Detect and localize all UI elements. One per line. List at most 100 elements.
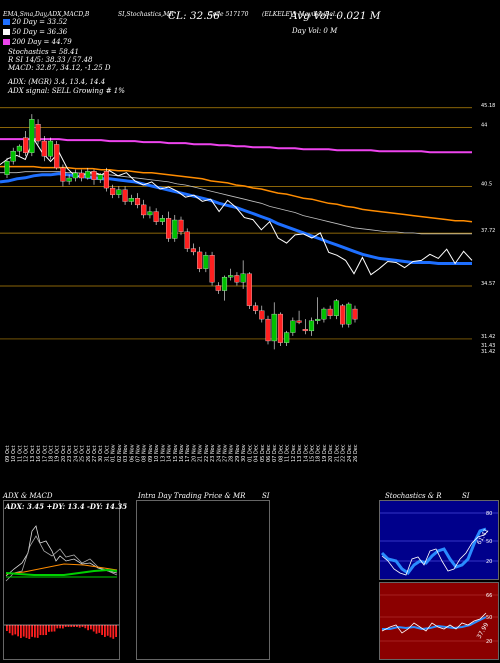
candle-body: [221, 276, 228, 291]
candle-body: [321, 308, 327, 320]
date-tick-label: 29 Nov: [235, 444, 241, 462]
stoch-d-line: [381, 530, 489, 576]
ema20-line: [0, 172, 472, 265]
ema200-line: [0, 138, 472, 154]
candle-body: [302, 329, 308, 332]
candle-body: [296, 320, 302, 323]
date-tick-label: 10 Nov: [154, 444, 160, 462]
date-tick-label: 06 Dec: [266, 444, 272, 462]
candle-body: [259, 310, 265, 320]
rsi-blue-line: [382, 616, 487, 631]
macd-bar: [59, 625, 61, 629]
date-tick-label: 13 Dec: [297, 444, 303, 462]
date-tick-label: 16 Oct: [36, 445, 42, 462]
legend-ema50: 50 Day = 36.36: [3, 28, 67, 36]
stoch-tick-20: 20: [486, 559, 492, 565]
macd-bar: [87, 625, 89, 631]
candle-body: [234, 275, 240, 283]
close-trace-line: [0, 138, 473, 276]
adx-values: ADX: 3.45 +DY: 13.4 -DY: 14.35: [5, 502, 128, 511]
date-tick-label: 17 Oct: [42, 445, 48, 462]
intraday-panel: [136, 500, 270, 660]
legend-ema200-label: 200 Day = 44.79: [12, 38, 72, 46]
stoch-tick-80: 80: [486, 511, 492, 517]
candle-body: [197, 251, 203, 269]
rsi-tick-50: 50: [486, 615, 492, 621]
candle-body: [315, 318, 321, 321]
date-tick-label: 15 Nov: [173, 444, 179, 462]
date-tick-label: 17 Nov: [185, 444, 191, 462]
date-tick-label: 22 Nov: [204, 444, 210, 462]
date-tick-label: 18 Dec: [316, 444, 322, 462]
rsi-panel: 66 50 20 37.99: [379, 582, 499, 660]
candle-body: [97, 174, 103, 180]
date-tick-label: 24 Oct: [73, 445, 79, 462]
candle-body: [29, 119, 35, 153]
candle-body: [110, 187, 116, 195]
adx-panel-title: ADX & MACD: [3, 492, 53, 500]
candle-body: [178, 219, 184, 232]
rsi-tick-66: 66: [486, 593, 492, 599]
macd-bar: [17, 625, 19, 637]
candlesticks: [4, 114, 358, 350]
macd-bar: [36, 625, 39, 638]
candle-body: [333, 300, 339, 316]
price-level-label: 37.72: [481, 228, 495, 234]
candle-body: [271, 313, 277, 342]
macd-bar: [95, 625, 98, 634]
code-label: Code 517170: [208, 11, 249, 18]
candle-body: [172, 219, 178, 239]
date-tick-label: 27 Nov: [223, 444, 229, 462]
adx-signal: ADX signal: SELL Growing # 1%: [8, 87, 125, 95]
price-level-label: 31.42: [481, 349, 495, 355]
candle-body: [85, 171, 91, 179]
candle-body: [91, 171, 97, 180]
date-tick-label: 09 Nov: [148, 444, 154, 462]
candle-body: [128, 198, 134, 202]
intraday-si-label: SI: [262, 492, 270, 500]
date-tick-label: 04 Dec: [254, 444, 260, 462]
stochastics-readout: Stochastics = 58.41: [8, 48, 79, 56]
macd-bar: [45, 625, 47, 636]
candle-body: [116, 189, 122, 195]
date-tick-label: 24 Dec: [347, 444, 353, 462]
date-tick-label: 02 Nov: [117, 444, 123, 462]
candle-body: [240, 273, 246, 283]
date-tick-label: 26 Oct: [86, 445, 92, 462]
macd-bar: [90, 625, 92, 630]
date-tick-label: 13 Nov: [160, 444, 166, 462]
date-tick-label: 01 Nov: [111, 444, 117, 462]
macd-bar: [67, 625, 70, 627]
ema50-line: [0, 171, 472, 235]
price-level-label: 45.18: [481, 103, 495, 109]
macd-bar: [106, 625, 109, 636]
signal-line: [5, 568, 118, 576]
date-tick-label: 18 Oct: [49, 445, 55, 462]
macd-bar: [22, 625, 25, 637]
date-tick-label: 07 Dec: [272, 444, 278, 462]
stoch-tick-50: 50: [486, 539, 492, 545]
macd-bar: [76, 625, 78, 627]
date-tick-label: 23 Oct: [67, 445, 73, 462]
macd-histogram: [4, 624, 119, 639]
macd-bar: [64, 625, 67, 627]
date-tick-label: 21 Dec: [334, 444, 340, 462]
macd-bar: [53, 625, 56, 632]
date-tick-label: 11 Dec: [285, 444, 291, 462]
candle-body: [308, 320, 315, 332]
date-tick-label: 27 Oct: [92, 445, 98, 462]
rsi-readout: R SI 14/5: 38.33 / 57.48: [8, 56, 93, 64]
legend-swatch-200: [3, 39, 10, 45]
macd-bar: [48, 625, 50, 632]
close-price: CL: 32.56: [168, 10, 220, 22]
candle-body: [209, 255, 215, 283]
candle-body: [153, 211, 159, 222]
moving-average-lines: [0, 138, 473, 276]
date-tick-label: 13 Oct: [30, 445, 36, 462]
candle-body: [203, 255, 209, 269]
date-tick-label: 22 Dec: [341, 444, 347, 462]
macd-bar: [98, 625, 101, 633]
date-tick-label: 31 Oct: [104, 445, 110, 462]
